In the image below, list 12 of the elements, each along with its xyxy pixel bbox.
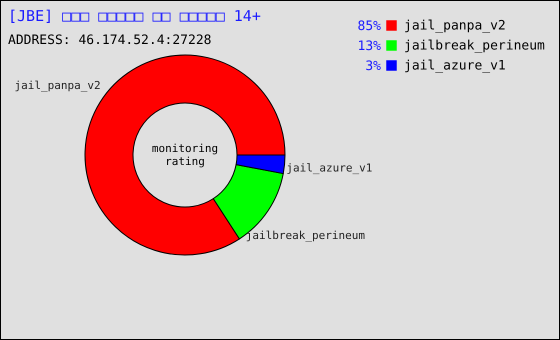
slice-label: jail_panpa_v2 bbox=[14, 78, 101, 92]
text: ADDRESS: 46.174.52.4:27228 bbox=[8, 33, 212, 48]
legend-label: jail_panpa_v2 bbox=[404, 18, 506, 34]
slice-label: jail_azure_v1 bbox=[286, 162, 372, 175]
text: monitoring rating bbox=[152, 142, 218, 168]
data-label: 3% bbox=[365, 59, 382, 74]
data-label: 13% bbox=[358, 39, 382, 54]
legend-label: jailbreak_perineum bbox=[404, 38, 546, 54]
data-label: 85% bbox=[358, 19, 382, 34]
legend-label: jail_azure_v1 bbox=[404, 58, 506, 74]
slice-label: jailbreak_perineum bbox=[246, 228, 366, 242]
chart-title: [JBE] □□□ □□□□□ □□ □□□□□ 14+ bbox=[8, 7, 261, 25]
